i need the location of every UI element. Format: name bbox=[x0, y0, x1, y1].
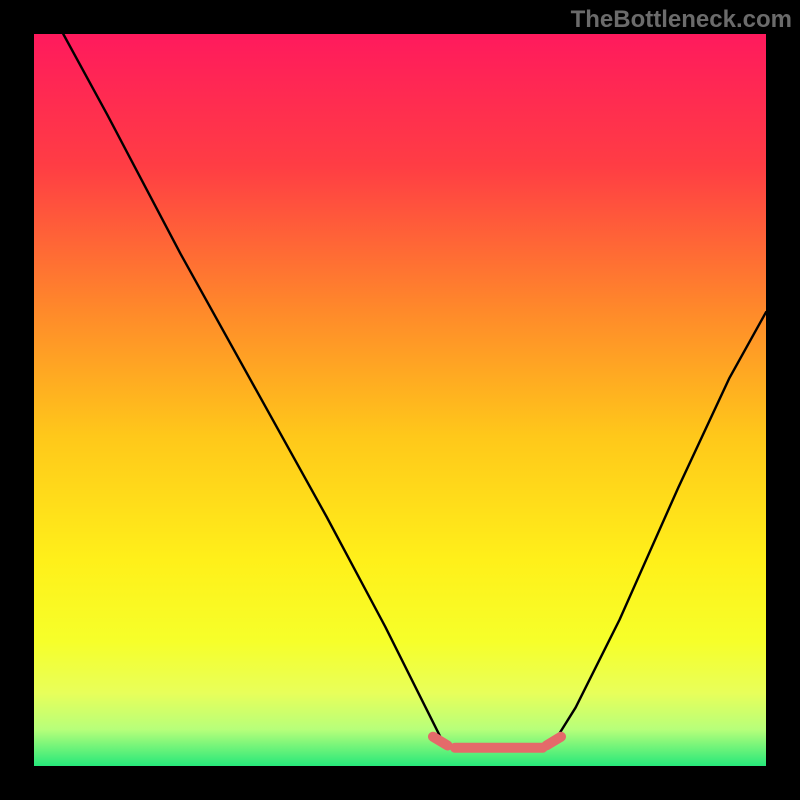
plot-svg bbox=[34, 34, 766, 766]
chart-root: { "watermark": { "text": "TheBottleneck.… bbox=[0, 0, 800, 800]
plot-area bbox=[34, 34, 766, 766]
watermark-text: TheBottleneck.com bbox=[571, 6, 792, 34]
